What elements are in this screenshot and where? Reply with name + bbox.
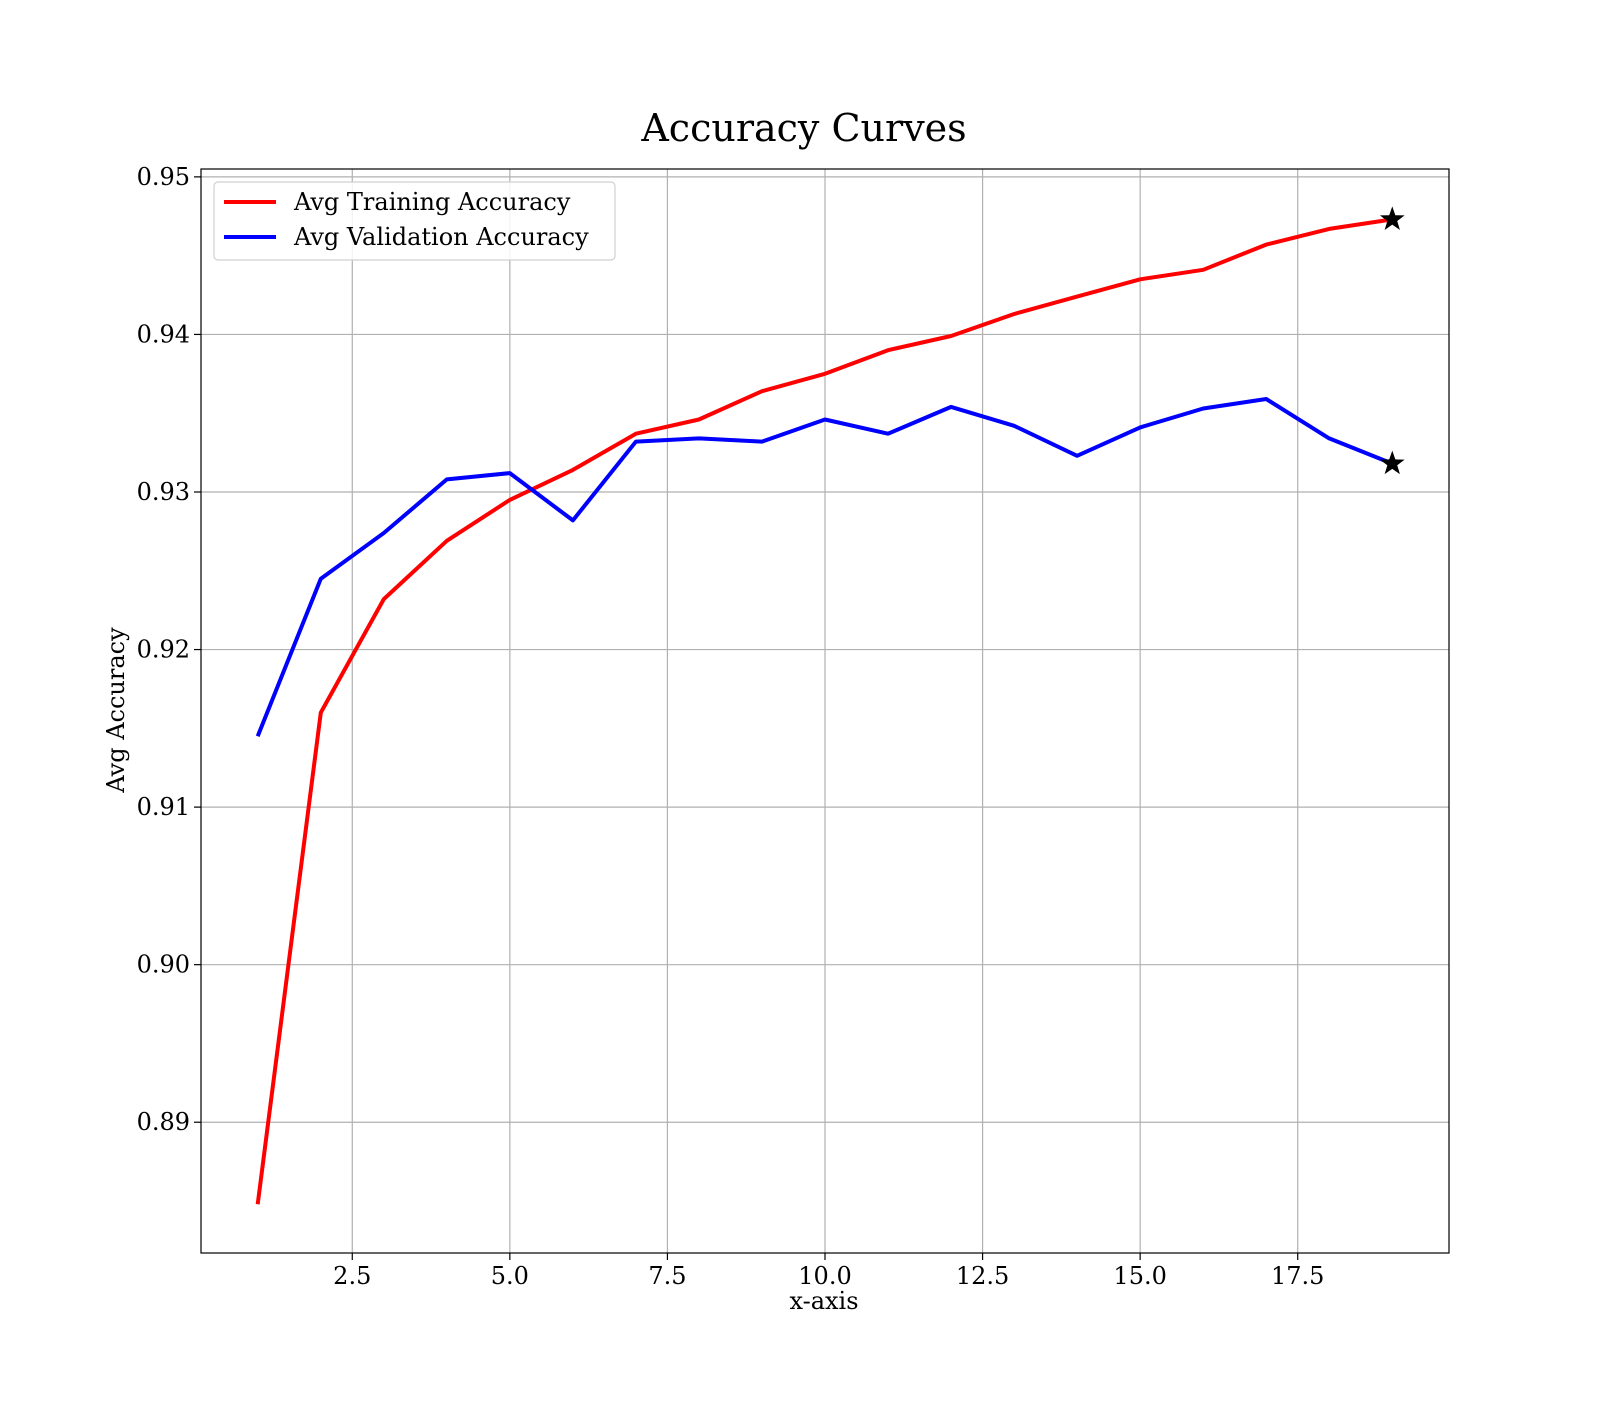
legend-box <box>213 181 616 261</box>
y-tick-label: 0.92 <box>137 636 190 664</box>
grid <box>201 169 1449 1253</box>
x-tick-label: 7.5 <box>648 1262 686 1290</box>
x-tick-label: 10.0 <box>798 1262 851 1290</box>
star-marker <box>1379 450 1405 475</box>
series-lines <box>255 217 1394 1205</box>
x-tick-label: 15.0 <box>1113 1262 1166 1290</box>
series-line <box>255 397 1394 737</box>
series-line <box>255 217 1393 1205</box>
legend-entry-label: Avg Validation Accuracy <box>293 223 589 251</box>
y-tick-label: 0.94 <box>137 320 190 348</box>
legend-entry-label: Avg Training Accuracy <box>293 188 571 216</box>
x-tick-label: 12.5 <box>956 1262 1009 1290</box>
x-tick-label: 5.0 <box>491 1262 529 1290</box>
y-tick-label: 0.93 <box>137 478 190 506</box>
y-tick-label: 0.90 <box>137 951 190 979</box>
chart-title: Accuracy Curves <box>640 106 966 150</box>
y-tick-label: 0.89 <box>137 1108 190 1136</box>
x-tick-label: 17.5 <box>1271 1262 1324 1290</box>
star-marker <box>1379 206 1405 230</box>
y-tick-label: 0.91 <box>137 793 190 821</box>
legend: Avg Training Accuracy Avg Validation Accu… <box>213 181 616 261</box>
x-tick-label: 2.5 <box>333 1262 371 1290</box>
end-markers <box>1379 206 1405 475</box>
x-axis-label: x-axis <box>789 1287 858 1315</box>
axis-ticks: 2.5 5.0 7.5 10.0 12.5 15.0 17.5 0.89 0.90 0.91 0.9… <box>137 163 1325 1290</box>
y-tick-label: 0.95 <box>137 163 190 191</box>
y-axis-label: Avg Accuracy <box>102 627 130 794</box>
